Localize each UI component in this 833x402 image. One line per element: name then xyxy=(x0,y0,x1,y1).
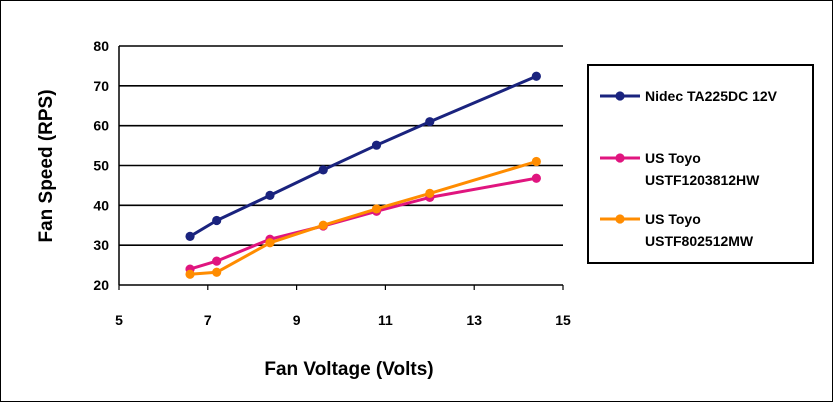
y-axis-label: Fan Speed (RPS) xyxy=(36,89,57,242)
series-line-2 xyxy=(189,176,537,271)
data-point-s1-7 xyxy=(531,71,541,81)
y-tick-40: 40 xyxy=(93,197,109,213)
y-tick-60: 60 xyxy=(93,118,109,134)
data-point-s3-5 xyxy=(371,204,382,214)
legend-box xyxy=(587,64,814,264)
grid-lines xyxy=(119,45,563,286)
x-axis-label: Fan Voltage (Volts) xyxy=(264,359,433,380)
legend-label-2-line-1: US Toyo xyxy=(645,150,701,166)
data-point-s1-2 xyxy=(212,215,222,226)
data-point-s1-5 xyxy=(371,140,382,150)
legend-label-3-line-1: US Toyo xyxy=(645,211,701,227)
series-group xyxy=(185,71,541,279)
data-point-s2-2 xyxy=(212,256,222,266)
y-tick-50: 50 xyxy=(93,158,109,174)
data-point-s3-3 xyxy=(265,238,275,248)
x-tick-11: 11 xyxy=(378,312,393,328)
data-point-s3-2 xyxy=(212,267,222,277)
y-tick-70: 70 xyxy=(93,78,109,94)
legend-label-3-line-2: USTF802512MW xyxy=(645,233,754,249)
legend: Nidec TA225DC 12V US Toyo USTF1203812HW US … xyxy=(587,64,814,264)
data-point-s3-6 xyxy=(425,188,435,198)
y-tick-80: 80 xyxy=(93,38,109,54)
data-point-s3-7 xyxy=(531,156,541,167)
legend-label-2-line-2: USTF1203812HW xyxy=(645,172,760,188)
data-point-s1-1 xyxy=(185,231,195,242)
axes xyxy=(118,46,564,290)
x-tick-7: 7 xyxy=(204,312,212,328)
data-point-s3-4 xyxy=(318,220,328,230)
y-tick-20: 20 xyxy=(93,277,109,293)
x-tick-13: 13 xyxy=(466,312,482,328)
x-tick-9: 9 xyxy=(293,312,301,328)
data-point-s1-4 xyxy=(318,165,328,175)
legend-label-1-line-1: Nidec TA225DC 12V xyxy=(645,88,778,104)
x-tick-labels: 5 7 9 11 13 15 xyxy=(115,312,571,328)
series-line-3 xyxy=(189,160,537,276)
y-tick-30: 30 xyxy=(93,237,109,253)
data-point-s1-6 xyxy=(425,117,435,127)
y-tick-labels: 20 30 40 50 60 70 80 xyxy=(93,38,109,293)
legend-swatch-marker-3 xyxy=(615,214,625,224)
data-point-s3-1 xyxy=(185,269,195,279)
legend-swatch-marker-2 xyxy=(615,153,625,163)
x-tick-15: 15 xyxy=(555,312,571,328)
data-point-s2-7 xyxy=(531,173,541,183)
x-tick-5: 5 xyxy=(115,312,123,328)
data-point-s1-3 xyxy=(265,190,275,200)
legend-swatch-marker-1 xyxy=(615,91,625,101)
